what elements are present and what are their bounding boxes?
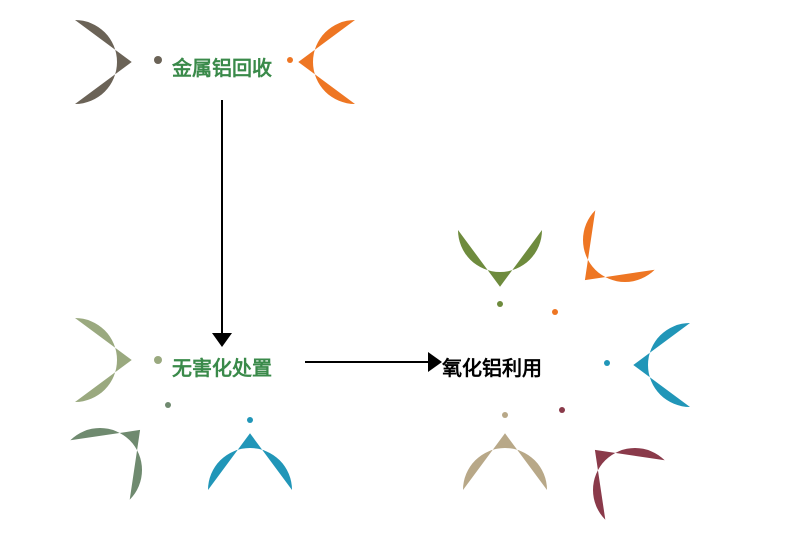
connector-dot-9 bbox=[502, 412, 508, 418]
hub-hub1: 金属铝回收 bbox=[172, 52, 272, 81]
connector-dot-6 bbox=[552, 309, 558, 315]
connector-dot-7 bbox=[604, 360, 610, 366]
petal-p_smelt: 熔炼 bbox=[288, 0, 422, 129]
petal-label-p_refrac: 耐火材料 bbox=[468, 220, 532, 239]
petal-p_ceram: 陶瓷原料 bbox=[568, 423, 702, 557]
petal-p_sort: 分选 bbox=[8, 0, 142, 129]
arrow-head-0 bbox=[212, 333, 232, 347]
arrow-0 bbox=[221, 100, 223, 335]
connector-dot-8 bbox=[559, 407, 565, 413]
petal-label-p_ceram: 陶瓷原料 bbox=[603, 480, 667, 499]
petal-p_water: 净水剂 原料 bbox=[623, 298, 757, 432]
petal-p_desalt: 除盐 bbox=[183, 423, 317, 557]
petal-p_steel: 炼钢 脱氧剂 bbox=[558, 173, 692, 307]
petal-label-p_desalt: 除盐 bbox=[232, 479, 268, 501]
connector-dot-4 bbox=[247, 417, 253, 423]
petal-label-p_steel: 炼钢 脱氧剂 bbox=[601, 221, 649, 259]
petal-p_refrac: 耐火材料 bbox=[433, 163, 567, 297]
petal-label-p_deox: 脱氧 bbox=[57, 349, 93, 371]
arrow-1 bbox=[305, 361, 430, 363]
hub-hub2: 无害化处置 bbox=[172, 352, 272, 381]
petal-label-p_water: 净水剂 原料 bbox=[666, 346, 714, 384]
connector-dot-0 bbox=[154, 56, 162, 64]
connector-dot-1 bbox=[287, 57, 293, 63]
connector-dot-5 bbox=[497, 301, 503, 307]
arrow-head-1 bbox=[428, 352, 442, 372]
connector-dot-3 bbox=[165, 402, 171, 408]
petal-label-p_build: 建筑材料 bbox=[473, 480, 537, 499]
petal-p_fixn: 固氮 bbox=[33, 403, 167, 537]
petal-label-p_smelt: 熔炼 bbox=[337, 51, 373, 73]
hub-hub3: 氧化铝利用 bbox=[442, 352, 542, 381]
petal-label-p_fixn: 固氮 bbox=[82, 459, 118, 481]
connector-dot-2 bbox=[154, 356, 162, 364]
petal-p_build: 建筑材料 bbox=[438, 423, 572, 557]
petal-label-p_sort: 分选 bbox=[57, 51, 93, 73]
